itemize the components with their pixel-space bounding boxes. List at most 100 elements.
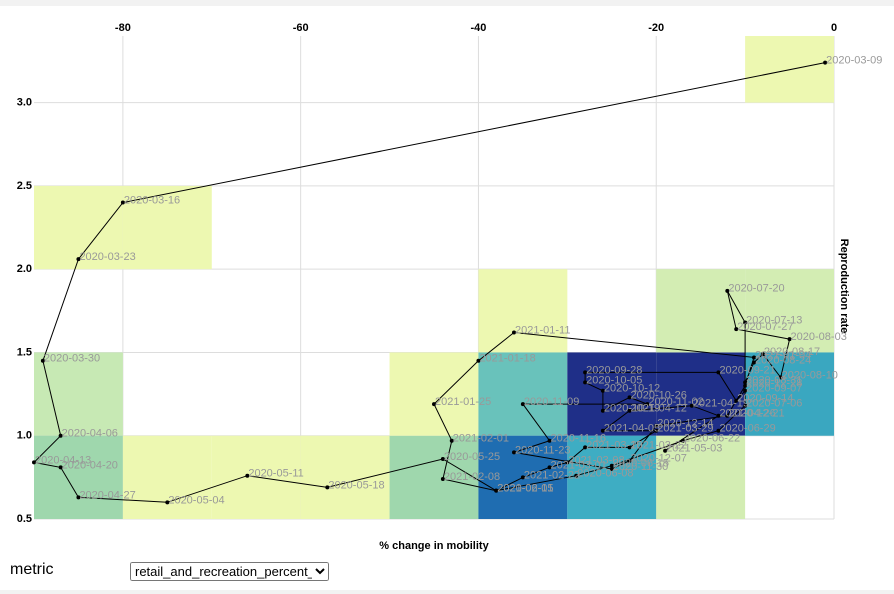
point xyxy=(689,403,694,408)
point-label: 2021-04-05 xyxy=(604,423,660,435)
x-tick-label: 0 xyxy=(831,22,837,34)
point-label: 2020-06-29 xyxy=(719,423,775,435)
heatmap-cell xyxy=(656,269,746,353)
point-label: 2020-04-27 xyxy=(79,489,135,501)
point-label: 2021-02-01 xyxy=(453,433,509,445)
point xyxy=(609,463,614,468)
point xyxy=(547,465,552,470)
point xyxy=(449,438,454,443)
heatmap-cell xyxy=(34,435,123,519)
point xyxy=(654,428,659,433)
y-axis-label: Reproduction rate xyxy=(838,239,850,334)
top-bar xyxy=(0,0,894,6)
point-label: 2020-10-12 xyxy=(604,383,660,395)
point-label: 2021-02-22 xyxy=(524,469,580,481)
point-label: 2020-07-06 xyxy=(746,398,802,410)
point-label: 2020-11-16 xyxy=(551,433,606,445)
heatmap-cell xyxy=(656,352,746,436)
point-label: 2020-03-23 xyxy=(79,251,135,263)
point xyxy=(440,477,445,482)
y-tick-label: 1.0 xyxy=(17,430,32,442)
heatmap-cell xyxy=(478,269,568,353)
point xyxy=(743,320,748,325)
point xyxy=(583,370,588,375)
point xyxy=(752,355,756,360)
point xyxy=(663,448,668,453)
point-label: 2020-07-13 xyxy=(746,314,802,326)
point-label: 2020-08-17 xyxy=(764,346,820,358)
point-label: 2020-11-02 xyxy=(648,396,703,408)
point xyxy=(58,465,63,470)
heatmap-cell xyxy=(122,435,212,519)
point-label: 2021-02-15 xyxy=(497,483,553,495)
point xyxy=(325,485,330,490)
point xyxy=(743,403,748,408)
point xyxy=(432,402,436,407)
point-label: 2021-03-08 xyxy=(568,454,624,466)
point xyxy=(520,402,525,407)
point xyxy=(609,467,614,472)
metric-select[interactable]: retail_and_recreation_percent_change_fro… xyxy=(130,562,329,581)
point-label: 2020-12-07 xyxy=(631,453,687,465)
heatmap-cell xyxy=(300,435,390,519)
heatmap-cell xyxy=(745,352,834,436)
point-label: 2021-03-15 xyxy=(586,439,642,451)
point-label: 2020-09-21 xyxy=(719,364,775,376)
x-tick-label: -20 xyxy=(648,22,664,34)
metric-label: metric xyxy=(10,561,54,578)
point-label: 2021-01-18 xyxy=(479,353,535,365)
point xyxy=(734,327,739,332)
point-label: 2020-06-22 xyxy=(684,433,740,445)
point-label: 2020-08-10 xyxy=(782,369,838,381)
point xyxy=(627,408,632,413)
point xyxy=(494,488,499,493)
point xyxy=(734,398,739,403)
heatmap-cell xyxy=(567,352,657,436)
point-label: 2020-08-03 xyxy=(791,331,847,343)
point-label: 2020-09-28 xyxy=(586,364,642,376)
point xyxy=(40,358,45,363)
point xyxy=(743,380,748,385)
point-label: 2020-10-19 xyxy=(604,403,660,415)
point xyxy=(627,395,632,400)
point xyxy=(778,375,783,380)
point xyxy=(600,388,605,393)
point xyxy=(512,450,516,455)
point xyxy=(547,438,552,443)
point-label: 2021-04-19 xyxy=(693,398,749,410)
y-tick-label: 1.5 xyxy=(17,346,32,358)
x-axis-label: % change in mobility xyxy=(379,540,489,552)
point xyxy=(680,438,685,443)
point-label: 2021-03-22 xyxy=(631,439,687,451)
point xyxy=(600,408,605,413)
point-label: 2020-08-24 xyxy=(755,354,811,366)
point xyxy=(565,460,570,465)
chart: -80 -60 -40 -20 0 0.5 1.0 1.5 2.0 2.5 3.0 2020-03-… xyxy=(17,22,883,552)
point-label: 2020-04-13 xyxy=(35,454,91,466)
point-label: 2020-11-09 xyxy=(524,396,579,408)
point-label: 2020-06-08 xyxy=(577,468,633,480)
point xyxy=(520,475,525,480)
bottom-bar xyxy=(0,590,894,594)
x-tick-label: -40 xyxy=(470,22,486,34)
point xyxy=(787,337,792,342)
point xyxy=(716,370,721,375)
point-label: 2020-03-09 xyxy=(826,55,882,67)
point xyxy=(743,388,748,393)
point-label: 2021-04-12 xyxy=(631,403,687,415)
point-label: 2021-02-08 xyxy=(444,471,500,483)
point xyxy=(165,500,170,505)
point xyxy=(76,257,81,262)
point xyxy=(654,423,659,428)
heatmap-cell xyxy=(389,352,479,436)
point xyxy=(476,358,481,363)
heatmap-cell xyxy=(745,36,834,103)
point xyxy=(120,200,125,205)
point-label: 2020-10-05 xyxy=(586,374,642,386)
point xyxy=(752,360,756,365)
point-label: 2020-08-31 xyxy=(746,374,802,386)
point xyxy=(440,457,445,462)
point xyxy=(627,445,632,450)
point-label: 2021-03-29 xyxy=(657,423,713,435)
